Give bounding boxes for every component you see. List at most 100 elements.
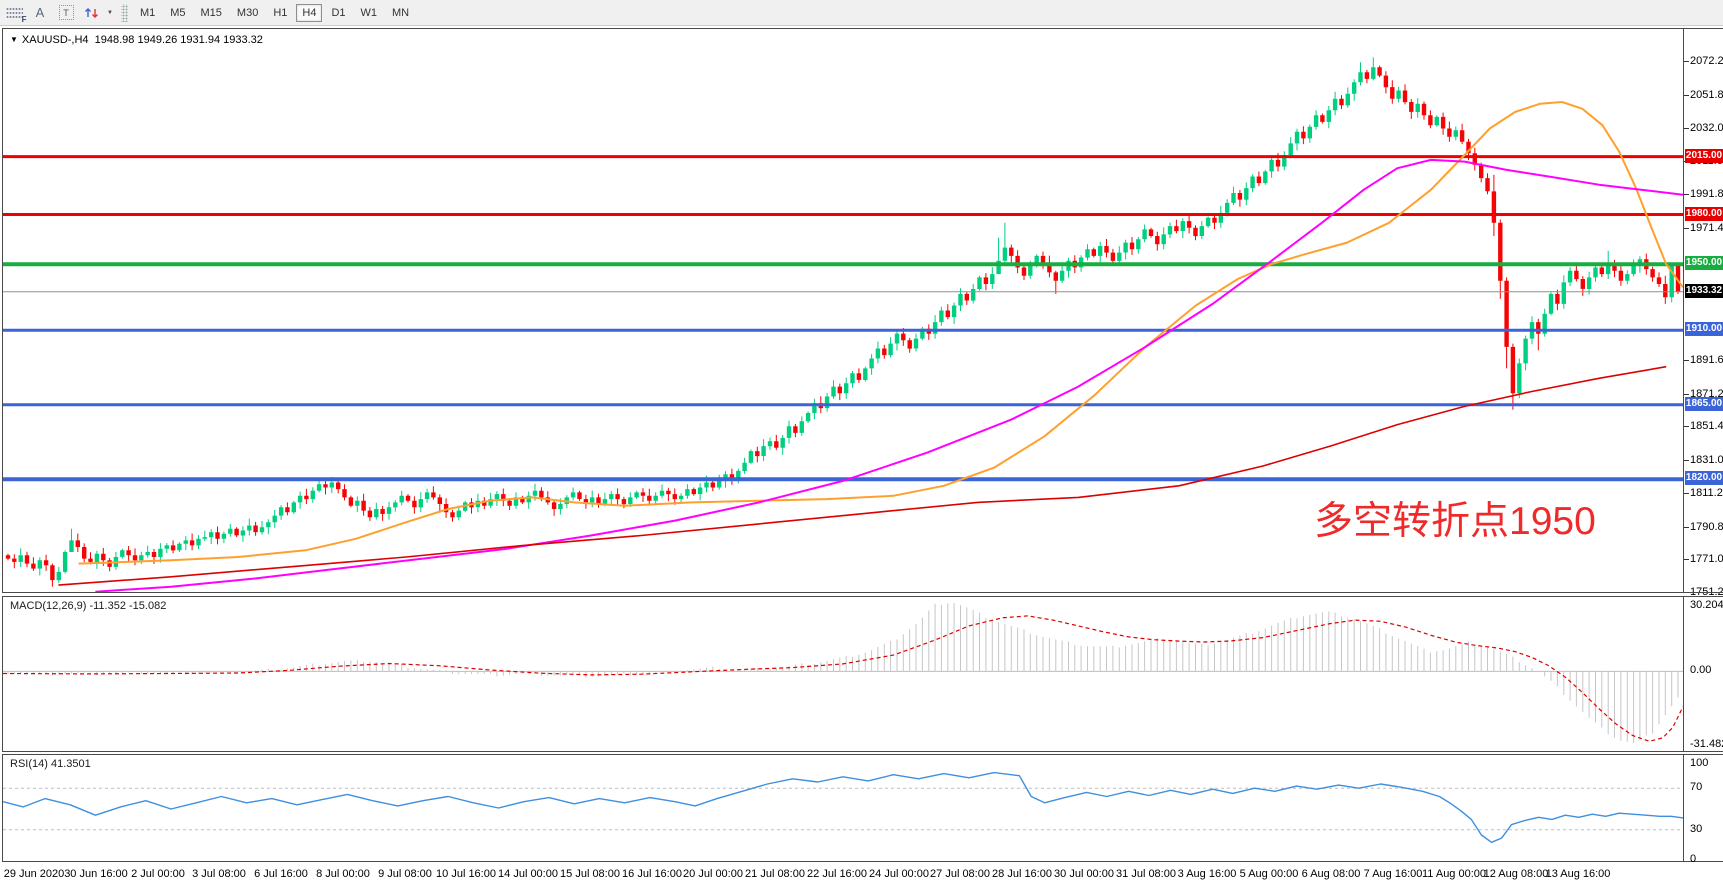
date-label: 29 Jun 2020 bbox=[3, 868, 65, 880]
rsi-axis-label: 100 bbox=[1690, 757, 1709, 769]
panel-separator bbox=[1684, 592, 1723, 593]
text-label-icon[interactable]: T bbox=[55, 4, 77, 22]
panel-separator bbox=[1684, 28, 1723, 29]
panel-separator bbox=[1684, 754, 1723, 755]
fast-ma-line bbox=[78, 101, 1683, 565]
macd-axis-label: -31.482 bbox=[1690, 738, 1723, 750]
rsi-axis-label: 0 bbox=[1690, 853, 1697, 865]
macd-panel[interactable]: MACD(12,26,9) -11.352 -15.082 bbox=[2, 596, 1684, 752]
arrows-icon[interactable] bbox=[81, 4, 103, 22]
price-tick-label: 1771.00 bbox=[1690, 553, 1723, 565]
price-tick bbox=[1684, 61, 1689, 62]
toolbar: F A T ▼ M1 M5 M15 M30 H1 H4 D1 W1 MN bbox=[0, 0, 1723, 26]
rsi-axis-label: 70 bbox=[1690, 781, 1703, 793]
price-tick bbox=[1684, 426, 1689, 427]
date-label: 16 Jul 16:00 bbox=[622, 868, 682, 880]
slow-ma-line bbox=[58, 365, 1667, 586]
macd-signal-line bbox=[3, 615, 1683, 742]
timeframe-button-m15[interactable]: M15 bbox=[200, 6, 222, 19]
date-label: 12 Aug 08:00 bbox=[1483, 868, 1549, 880]
timeframe-button-m5[interactable]: M5 bbox=[170, 6, 186, 19]
price-tick-label: 1851.40 bbox=[1690, 420, 1723, 432]
timeframe-button-d1[interactable]: D1 bbox=[331, 6, 346, 19]
date-label: 11 Aug 00:00 bbox=[1421, 868, 1487, 880]
price-tick bbox=[1684, 228, 1689, 229]
date-label: 15 Jul 08:00 bbox=[560, 868, 620, 880]
chart-annotation: 多空转折点1950 bbox=[1314, 500, 1596, 543]
rsi-line bbox=[3, 771, 1683, 843]
date-label: 3 Aug 16:00 bbox=[1177, 868, 1237, 880]
timeframe-buttons: M1 M5 M15 M30 H1 H4 D1 W1 MN bbox=[134, 3, 418, 22]
date-label: 27 Jul 08:00 bbox=[930, 868, 990, 880]
macd-label: MACD(12,26,9) -11.352 -15.082 bbox=[10, 600, 167, 612]
price-tag: 1910.00 bbox=[1685, 322, 1723, 336]
price-tick-label: 1811.20 bbox=[1690, 487, 1723, 499]
price-tick-label: 2032.00 bbox=[1690, 122, 1723, 134]
text-icon[interactable]: A bbox=[35, 5, 45, 20]
price-tick bbox=[1684, 360, 1689, 361]
chart-menu-icon[interactable]: ▼ bbox=[10, 35, 18, 44]
date-label: 20 Jul 00:00 bbox=[683, 868, 743, 880]
timeframe-button-w1[interactable]: W1 bbox=[360, 6, 378, 19]
date-label: 13 Aug 16:00 bbox=[1545, 868, 1611, 880]
price-tag: 1865.00 bbox=[1685, 397, 1723, 411]
timeframe-button-m30[interactable]: M30 bbox=[236, 6, 259, 19]
chart-title: ▼ XAUUSD-,H4 1948.98 1949.26 1931.94 1933… bbox=[10, 34, 263, 46]
price-tick-label: 1790.80 bbox=[1690, 521, 1723, 533]
timeframe-button-mn[interactable]: MN bbox=[392, 6, 410, 19]
macd-chart bbox=[3, 603, 1683, 743]
price-tag: 1820.00 bbox=[1685, 471, 1723, 485]
price-tick bbox=[1684, 460, 1689, 461]
price-tick-label: 1991.80 bbox=[1690, 188, 1723, 200]
macd-axis-label: 30.204 bbox=[1690, 599, 1723, 611]
price-tag: 2015.00 bbox=[1685, 149, 1723, 163]
fibonacci-icon[interactable]: F bbox=[3, 4, 27, 24]
rsi-label: RSI(14) 41.3501 bbox=[10, 758, 91, 770]
price-tick bbox=[1684, 559, 1689, 560]
price-tick-label: 2051.80 bbox=[1690, 89, 1723, 101]
price-tag: 1933.32 bbox=[1685, 284, 1723, 298]
date-label: 21 Jul 08:00 bbox=[745, 868, 805, 880]
timeframe-button-h4[interactable]: H4 bbox=[296, 3, 323, 22]
rsi-panel[interactable]: RSI(14) 41.3501 bbox=[2, 754, 1684, 862]
date-label: 5 Aug 00:00 bbox=[1239, 868, 1299, 880]
date-label: 24 Jul 00:00 bbox=[869, 868, 929, 880]
panel-separator bbox=[1684, 861, 1723, 862]
price-tick-label: 1891.60 bbox=[1690, 354, 1723, 366]
rsi-chart bbox=[3, 771, 1683, 843]
date-label: 6 Jul 16:00 bbox=[254, 868, 308, 880]
date-label: 3 Jul 08:00 bbox=[192, 868, 246, 880]
date-label: 8 Jul 00:00 bbox=[316, 868, 370, 880]
date-label: 9 Jul 08:00 bbox=[378, 868, 432, 880]
date-label: 2 Jul 00:00 bbox=[131, 868, 185, 880]
price-tick bbox=[1684, 194, 1689, 195]
macd-axis-label: 0.00 bbox=[1690, 664, 1712, 676]
price-tag: 1980.00 bbox=[1685, 207, 1723, 221]
price-tick bbox=[1684, 394, 1689, 395]
macd-histogram bbox=[7, 603, 1679, 743]
medium-ma-line bbox=[95, 158, 1683, 592]
price-tag: 1950.00 bbox=[1685, 256, 1723, 270]
date-label: 30 Jul 00:00 bbox=[1054, 868, 1114, 880]
date-label: 22 Jul 16:00 bbox=[807, 868, 867, 880]
price-tick-label: 1831.00 bbox=[1690, 454, 1723, 466]
price-tick bbox=[1684, 527, 1689, 528]
date-label: 31 Jul 08:00 bbox=[1116, 868, 1176, 880]
rsi-axis-label: 30 bbox=[1690, 823, 1703, 835]
date-label: 10 Jul 16:00 bbox=[436, 868, 496, 880]
timeframe-button-h1[interactable]: H1 bbox=[273, 6, 288, 19]
panel-separator bbox=[1684, 751, 1723, 752]
candlestick-chart[interactable] bbox=[3, 29, 1683, 592]
price-tick bbox=[1684, 128, 1689, 129]
toolbar-grip[interactable] bbox=[120, 3, 128, 22]
date-label: 30 Jun 16:00 bbox=[64, 868, 128, 880]
date-label: 7 Aug 16:00 bbox=[1363, 868, 1423, 880]
timeframe-button-m1[interactable]: M1 bbox=[139, 6, 156, 19]
price-tick bbox=[1684, 95, 1689, 96]
price-chart-panel[interactable]: ▼ XAUUSD-,H4 1948.98 1949.26 1931.94 1933… bbox=[2, 28, 1684, 593]
panel-separator bbox=[1684, 596, 1723, 597]
date-label: 6 Aug 08:00 bbox=[1301, 868, 1361, 880]
arrows-dropdown-caret[interactable]: ▼ bbox=[107, 9, 113, 16]
price-tick bbox=[1684, 493, 1689, 494]
